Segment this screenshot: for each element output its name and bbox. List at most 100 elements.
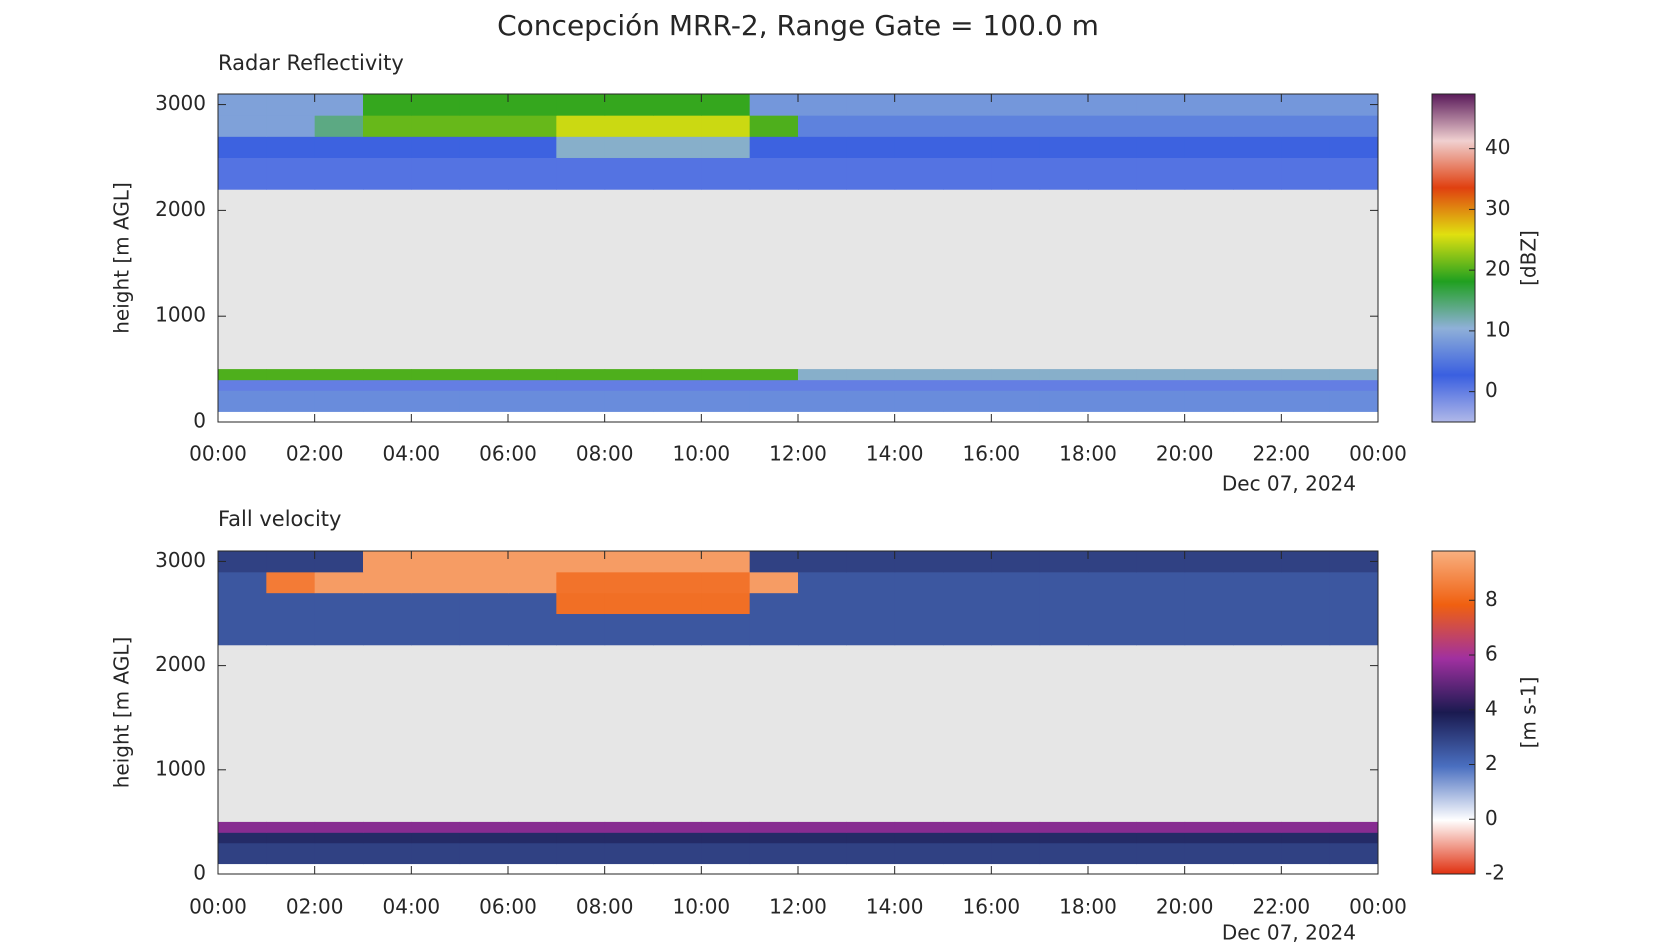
- heatmap-cell: [894, 592, 944, 615]
- heatmap-cell: [314, 390, 364, 412]
- x-tick-label: 20:00: [1156, 895, 1214, 919]
- heatmap-cell: [1184, 115, 1234, 137]
- heatmap-cell: [459, 832, 509, 844]
- heatmap-cell: [1233, 821, 1282, 833]
- heatmap-cell: [943, 592, 992, 615]
- heatmap-cell: [556, 842, 606, 865]
- heatmap-cell: [218, 369, 267, 381]
- heatmap-cell: [1329, 136, 1379, 158]
- heatmap-cell: [604, 115, 654, 137]
- heatmap-cell: [749, 94, 799, 116]
- y-tick-label: 0: [193, 409, 206, 433]
- colorbar-tick-label: 40: [1485, 135, 1510, 159]
- heatmap-cell: [846, 369, 896, 381]
- heatmap-cell: [604, 613, 654, 646]
- colorbar-tick-label: -2: [1485, 861, 1505, 885]
- heatmap-cell: [701, 832, 751, 844]
- heatmap-cell: [1281, 842, 1331, 865]
- heatmap-cell: [1136, 842, 1186, 865]
- heatmap-cell: [508, 94, 557, 116]
- heatmap-cell: [363, 115, 412, 137]
- heatmap-cell: [1136, 115, 1186, 137]
- heatmap-cell: [1039, 842, 1089, 865]
- heatmap-cell: [701, 592, 751, 615]
- heatmap-cell: [266, 94, 316, 116]
- heatmap-cell: [1184, 157, 1234, 190]
- heatmap-cell: [218, 592, 267, 615]
- heatmap-cell: [1281, 571, 1331, 594]
- heatmap-cell: [218, 821, 267, 833]
- heatmap-cell: [991, 390, 1041, 412]
- x-tick-label: 00:00: [189, 895, 247, 919]
- heatmap-cell: [846, 821, 896, 833]
- heatmap-cell: [266, 136, 316, 158]
- heatmap-cell: [508, 136, 557, 158]
- heatmap-cell: [1088, 379, 1137, 391]
- heatmap-cell: [411, 136, 461, 158]
- heatmap-cell: [459, 369, 509, 381]
- heatmap-cell: [894, 571, 944, 594]
- heatmap-cell: [411, 821, 461, 833]
- heatmap-cell: [749, 379, 799, 391]
- colorbar-tick-label: 0: [1485, 378, 1498, 402]
- heatmap-cell: [701, 390, 751, 412]
- heatmap-cell: [508, 571, 557, 594]
- heatmap-cell: [749, 115, 799, 137]
- heatmap-cell: [314, 379, 364, 391]
- heatmap-cell: [749, 136, 799, 158]
- plot-title: Radar Reflectivity: [218, 51, 404, 75]
- heatmap-cell: [411, 613, 461, 646]
- heatmap-cell: [1329, 379, 1379, 391]
- heatmap-cell: [749, 571, 799, 594]
- heatmap-cell: [1088, 551, 1137, 573]
- heatmap-cell: [314, 592, 364, 615]
- heatmap-cell: [653, 115, 702, 137]
- heatmap-cell: [314, 94, 364, 116]
- heatmap-cell: [1281, 821, 1331, 833]
- heatmap-cell: [459, 821, 509, 833]
- heatmap-cell: [1039, 157, 1089, 190]
- heatmap-cell: [1136, 136, 1186, 158]
- colorbar-tick-label: 4: [1485, 696, 1498, 720]
- heatmap-cell: [798, 592, 847, 615]
- colorbar-tick-label: 8: [1485, 587, 1498, 611]
- heatmap-cell: [411, 571, 461, 594]
- heatmap-cell: [604, 157, 654, 190]
- heatmap-cell: [1281, 551, 1331, 573]
- heatmap-cell: [1233, 94, 1282, 116]
- heatmap-cell: [508, 821, 557, 833]
- x-tick-label: 12:00: [769, 442, 827, 466]
- heatmap-cell: [749, 551, 799, 573]
- heatmap-cell: [266, 369, 316, 381]
- heatmap-cell: [266, 592, 316, 615]
- heatmap-cell: [991, 551, 1041, 573]
- heatmap-cell: [363, 551, 412, 573]
- heatmap-cell: [459, 94, 509, 116]
- heatmap-cell: [1088, 369, 1137, 381]
- heatmap-cell: [604, 571, 654, 594]
- heatmap-cell: [266, 115, 316, 137]
- x-tick-label: 10:00: [673, 895, 731, 919]
- heatmap-cell: [1184, 94, 1234, 116]
- heatmap-cell: [894, 157, 944, 190]
- heatmap-cell: [411, 832, 461, 844]
- heatmap-cell: [1233, 379, 1282, 391]
- heatmap-cell: [943, 571, 992, 594]
- heatmap-cell: [798, 842, 847, 865]
- heatmap-cell: [363, 379, 412, 391]
- heatmap-cell: [701, 369, 751, 381]
- heatmap-cell: [798, 157, 847, 190]
- heatmap-cell: [943, 390, 992, 412]
- heatmap-cell: [314, 551, 364, 573]
- heatmap-cell: [894, 551, 944, 573]
- heatmap-cell: [653, 842, 702, 865]
- heatmap-cell: [1184, 571, 1234, 594]
- heatmap-cell: [701, 842, 751, 865]
- heatmap-cell: [508, 390, 557, 412]
- heatmap-cell: [1233, 832, 1282, 844]
- heatmap-cell: [846, 842, 896, 865]
- heatmap-cell: [314, 613, 364, 646]
- heatmap-cell: [846, 551, 896, 573]
- y-tick-label: 0: [193, 861, 206, 885]
